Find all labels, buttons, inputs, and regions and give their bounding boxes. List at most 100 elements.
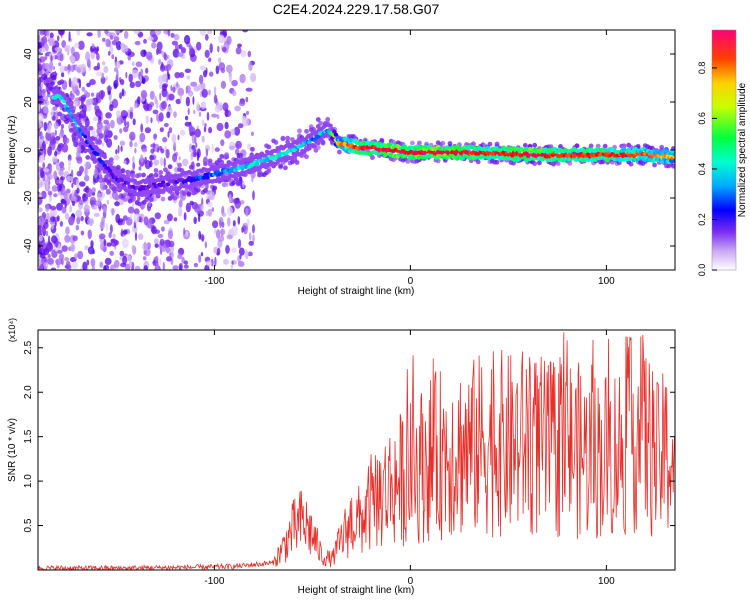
spectrogram-cell	[417, 140, 422, 146]
snr-y-tick-label: 2.5	[23, 340, 34, 354]
spectrogram-cell	[42, 171, 45, 177]
spectrogram-cell	[232, 90, 237, 97]
spectrogram-cell	[97, 125, 100, 136]
spectrogram-cell	[68, 166, 71, 172]
spectrogram-cells	[38, 30, 675, 270]
spectrogram-cell	[132, 225, 138, 233]
spectrogram-cell	[294, 141, 300, 146]
spectrogram-cell	[41, 227, 46, 233]
spectrogram-cell	[214, 228, 217, 235]
spectrogram-cell	[91, 191, 96, 196]
spectrogram-cell	[672, 152, 675, 157]
spectrogram-cell	[209, 191, 215, 201]
spectrogram-cell	[120, 109, 127, 117]
spectrogram-cell	[61, 206, 67, 214]
spectrogram-cell	[588, 143, 594, 149]
spectrogram-cell	[72, 113, 78, 118]
spectrogram-cell	[239, 254, 242, 260]
snr-x-tick-label: 100	[598, 576, 615, 587]
spectrogram-cell	[96, 53, 100, 61]
spectrogram-cell	[238, 247, 245, 256]
spectrogram-cell	[183, 227, 186, 235]
spectrogram-cell	[127, 198, 133, 204]
spectrogram-cell	[160, 148, 165, 154]
spectrogram-cell	[48, 37, 55, 43]
spectrogram-cell	[159, 238, 165, 246]
spectrogram-cell	[51, 185, 58, 192]
spectrogram-cell	[107, 168, 113, 173]
spectrogram-cell	[294, 160, 300, 165]
spectrogram-cell	[204, 175, 210, 180]
spectrogram-cell	[168, 93, 175, 101]
spectrogram-cell	[167, 30, 171, 37]
spectrogram-cell	[157, 147, 160, 153]
spectrogram-cell	[50, 74, 57, 81]
spectrogram-cell	[196, 101, 200, 112]
spectrogram-cell	[50, 81, 55, 86]
spectrogram-cell	[91, 92, 95, 97]
spectrogram-cell	[112, 233, 116, 239]
spectrogram-cell	[131, 61, 135, 67]
spectrogram-cell	[207, 208, 213, 217]
spectrogram-cell	[57, 144, 62, 152]
spectrogram-cell	[65, 260, 71, 268]
spectrogram-cell	[158, 170, 164, 175]
spectrogram-cell	[67, 108, 72, 113]
spectrogram-cell	[130, 173, 135, 178]
spectrogram-cell	[370, 154, 375, 160]
spectrogram-cell	[88, 150, 93, 155]
spectrogram-cell	[108, 51, 111, 56]
spectrogram-cell	[106, 160, 111, 165]
spectrogram-panel: -100 0 100 -40 -20 0 20 40 Height of straight …	[7, 29, 676, 297]
spectrogram-cell	[231, 174, 236, 179]
spectrogram-cell	[133, 30, 141, 35]
spectrogram-cell	[131, 244, 135, 251]
spectrogram-cell	[246, 110, 249, 116]
spectrogram-cell	[119, 128, 123, 134]
spectrogram-cell	[83, 204, 91, 213]
spectrogram-cell	[50, 205, 57, 211]
spectrogram-cell	[157, 49, 162, 54]
spectrogram-cell	[101, 61, 106, 66]
spectrogram-cell	[45, 131, 52, 142]
spectrogram-cell	[81, 86, 86, 92]
spectrogram-cell	[240, 50, 247, 58]
spectrogram-cell	[196, 152, 200, 162]
spectrogram-cell	[62, 93, 67, 98]
spectrogram-cell	[113, 135, 118, 140]
spectrogram-cell	[211, 113, 218, 118]
spectrogram-cell	[104, 257, 112, 265]
spectrogram-cell	[153, 172, 159, 178]
spectrogram-cell	[77, 122, 83, 127]
spectrogram-cell	[109, 250, 114, 256]
spectrogram-cell	[106, 242, 112, 247]
spectrogram-cell	[318, 120, 323, 126]
spectrogram-cell	[49, 32, 54, 39]
spectrogram-cell	[198, 230, 202, 240]
spectrogram-cell	[120, 145, 123, 152]
spectrogram-cell	[165, 148, 170, 159]
spectrogram-cell	[91, 187, 96, 193]
spectrogram-cell	[72, 83, 79, 94]
spectrogram-cell	[154, 212, 161, 220]
spectrogram-cell	[471, 156, 476, 161]
spectrogram-cell	[245, 96, 249, 103]
spectrogram-cell	[59, 161, 65, 168]
spectrogram-cell	[74, 253, 78, 260]
spectrogram-cell	[248, 240, 254, 246]
spectrogram-cell	[144, 197, 150, 203]
spectrogram-cell	[87, 217, 95, 226]
spectrogram-cell	[137, 201, 142, 207]
spectrogram-cell	[247, 143, 252, 150]
spectrogram-cell	[209, 43, 213, 54]
spectrogram-cell	[237, 238, 242, 249]
spectrogram-cell	[166, 213, 173, 222]
spectrogram-cell	[104, 30, 109, 34]
spectrogram-cell	[224, 121, 229, 130]
spectrogram-cell	[178, 43, 183, 50]
spectrogram-cell	[45, 204, 50, 212]
spectrogram-cell	[120, 178, 125, 183]
spectrogram-cell	[140, 89, 148, 99]
spectrogram-cell	[162, 136, 168, 143]
spectrogram-cell	[150, 148, 155, 154]
